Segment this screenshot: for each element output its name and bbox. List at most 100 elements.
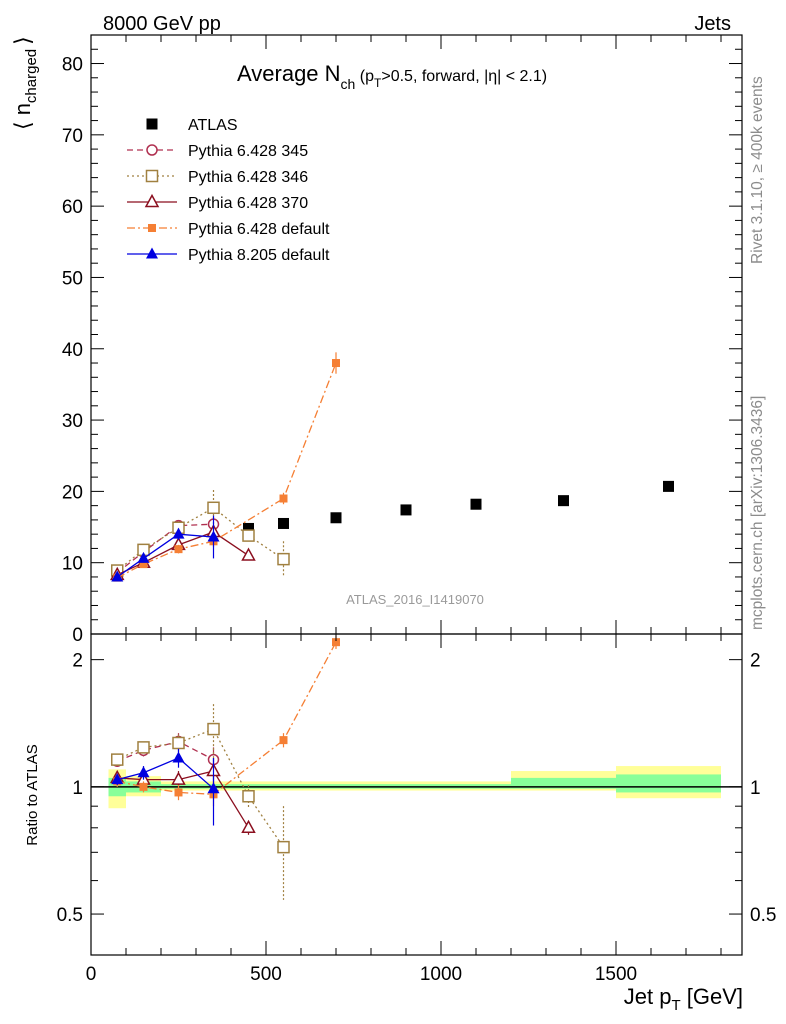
main-series-2-point-5 <box>277 552 290 566</box>
side-label-mcplots: mcplots.cern.ch [arXiv:1306.3436] <box>749 396 766 630</box>
legend-label-4: Pythia 6.428 default <box>188 221 330 238</box>
legend-label-3: Pythia 6.428 370 <box>188 195 308 212</box>
ratio-series-1-point-3 <box>207 722 220 736</box>
main-title: Average Nch (pT>0.5, forward, |η| < 2.1) <box>237 61 547 92</box>
legend-marker-0 <box>146 118 158 130</box>
ratio-series-2-line <box>117 770 250 829</box>
main-series-layer <box>109 352 674 582</box>
ratio-series-1-point-0 <box>111 753 124 766</box>
main-series-0-point-1 <box>278 517 289 529</box>
xtick-label-1: 500 <box>250 964 282 985</box>
legend-label-5: Pythia 8.205 default <box>188 247 330 264</box>
ratio-series-1-point-4 <box>242 790 255 803</box>
main-series-5-point-1 <box>137 551 150 563</box>
x-axis-label: Jet pT [GeV] <box>624 984 743 1014</box>
legend-entry-0: ATLAS <box>146 117 238 134</box>
ratio-series-4-point-1 <box>137 766 150 778</box>
title-prefix: Average N <box>237 61 341 86</box>
main-ytick-label-1: 10 <box>62 554 83 575</box>
xtick-label-3: 1500 <box>595 964 637 985</box>
ratio-ylabel: Ratio to ATLAS <box>24 744 41 845</box>
main-ytick-label-5: 50 <box>62 268 83 289</box>
ratio-frame <box>90 633 743 956</box>
band-green-4 <box>616 774 721 793</box>
main-ytick-label-8: 80 <box>62 55 83 76</box>
legend-label-1: Pythia 6.428 345 <box>188 143 308 160</box>
ratio-ytick-label-1: 1 <box>72 778 83 799</box>
main-series-0-point-0 <box>243 522 254 534</box>
main-series-4-point-5 <box>332 359 340 368</box>
ratio-series-1-point-1 <box>137 741 150 754</box>
main-series-2-point-3 <box>207 501 220 515</box>
main-series-0-point-5 <box>558 495 569 507</box>
ratio-series-2-point-4 <box>241 819 256 834</box>
main-series-3-point-4 <box>241 547 256 561</box>
ratio-series-4-point-3 <box>207 782 220 794</box>
main-ylabel-sub: charged <box>23 49 40 103</box>
main-ytick-label-2: 20 <box>62 482 83 503</box>
xtick-label-0: 0 <box>86 964 97 985</box>
main-ylabel-text: ⟨ n <box>10 103 35 130</box>
x-axis-label-sub: T <box>671 997 680 1014</box>
ratio-series-4-line <box>117 757 214 790</box>
x-axis-label-unit: [GeV] <box>681 984 743 1009</box>
main-series-2-point-4 <box>242 529 255 542</box>
ratio-ytick-label-right-2: 2 <box>750 651 761 672</box>
ratio-series-layer <box>109 635 340 900</box>
x-axis-label-main: Jet p <box>624 984 672 1009</box>
band-green-3 <box>511 777 616 789</box>
ratio-series-0 <box>111 733 220 773</box>
ratio-series-3-point-4 <box>279 736 288 745</box>
main-series-5 <box>111 515 220 582</box>
title-sub: ch <box>341 76 356 92</box>
main-series-4-line <box>116 362 337 579</box>
main-series-4-point-2 <box>174 545 183 554</box>
main-series-0-point-3 <box>400 504 412 516</box>
legend-label-2: Pythia 6.428 346 <box>188 169 308 186</box>
main-series-2 <box>111 489 290 577</box>
main-series-0-point-4 <box>470 498 482 510</box>
main-series-5-line <box>116 533 214 578</box>
main-series-5-point-0 <box>111 570 124 582</box>
ratio-ytick-label-right-1: 1 <box>750 778 761 799</box>
main-ylabel: ⟨ ncharged ⟩ <box>10 36 40 130</box>
main-series-5-point-2 <box>172 527 185 539</box>
side-label-rivet: Rivet 3.1.10, ≥ 400k events <box>749 76 766 264</box>
svg-text:⟨ ncharged⟩: ⟨ ncharged ⟩ <box>10 36 40 130</box>
main-ylabel-close: ⟩ <box>10 36 35 45</box>
legend-marker-2 <box>145 169 159 183</box>
ratio-series-1 <box>111 704 290 900</box>
main-ytick-label-0: 0 <box>72 625 83 646</box>
legend-marker-3 <box>144 193 160 208</box>
main-series-5-point-3 <box>207 530 220 542</box>
main-ytick-label-4: 40 <box>62 340 83 361</box>
ratio-ytick-label-0: 0.5 <box>57 905 83 926</box>
legend-marker-4 <box>148 224 156 232</box>
ratio-series-3-point-5 <box>332 638 340 647</box>
analysis-watermark: ATLAS_2016_I1419070 <box>346 592 484 607</box>
title-open: (p <box>355 68 374 85</box>
main-ytick-label-6: 60 <box>62 197 83 218</box>
ratio-series-0-line <box>117 740 214 762</box>
legend-entry-5: Pythia 8.205 default <box>127 247 330 264</box>
ratio-series-4-point-0 <box>111 773 124 785</box>
ratio-series-2-point-2 <box>171 771 186 785</box>
main-series-0 <box>243 480 674 534</box>
main-series-0-point-6 <box>663 480 674 492</box>
legend-marker-1 <box>146 144 158 156</box>
axes-layer: 0 10 20 30 40 50 60 70 80 0 500 1000 1500 0.5 0.5 1 1 2 2 <box>57 34 776 985</box>
ratio-series-3-point-1 <box>139 782 148 791</box>
legend-label-0: ATLAS <box>188 117 238 134</box>
header-left: 8000 GeV pp <box>103 13 221 35</box>
ratio-ytick-label-2: 2 <box>72 651 83 672</box>
ratio-series-2 <box>109 758 256 835</box>
legend-entry-3: Pythia 6.428 370 <box>127 193 308 212</box>
ratio-series-1-point-2 <box>172 736 185 750</box>
main-series-0-point-2 <box>330 512 342 524</box>
main-ytick-label-7: 70 <box>62 126 83 147</box>
legend: ATLAS Pythia 6.428 345 Pythia 6.428 346 Pyt… <box>127 117 330 264</box>
ratio-series-4 <box>111 748 220 826</box>
header-right: Jets <box>694 13 731 35</box>
ratio-series-3-line <box>117 641 337 796</box>
